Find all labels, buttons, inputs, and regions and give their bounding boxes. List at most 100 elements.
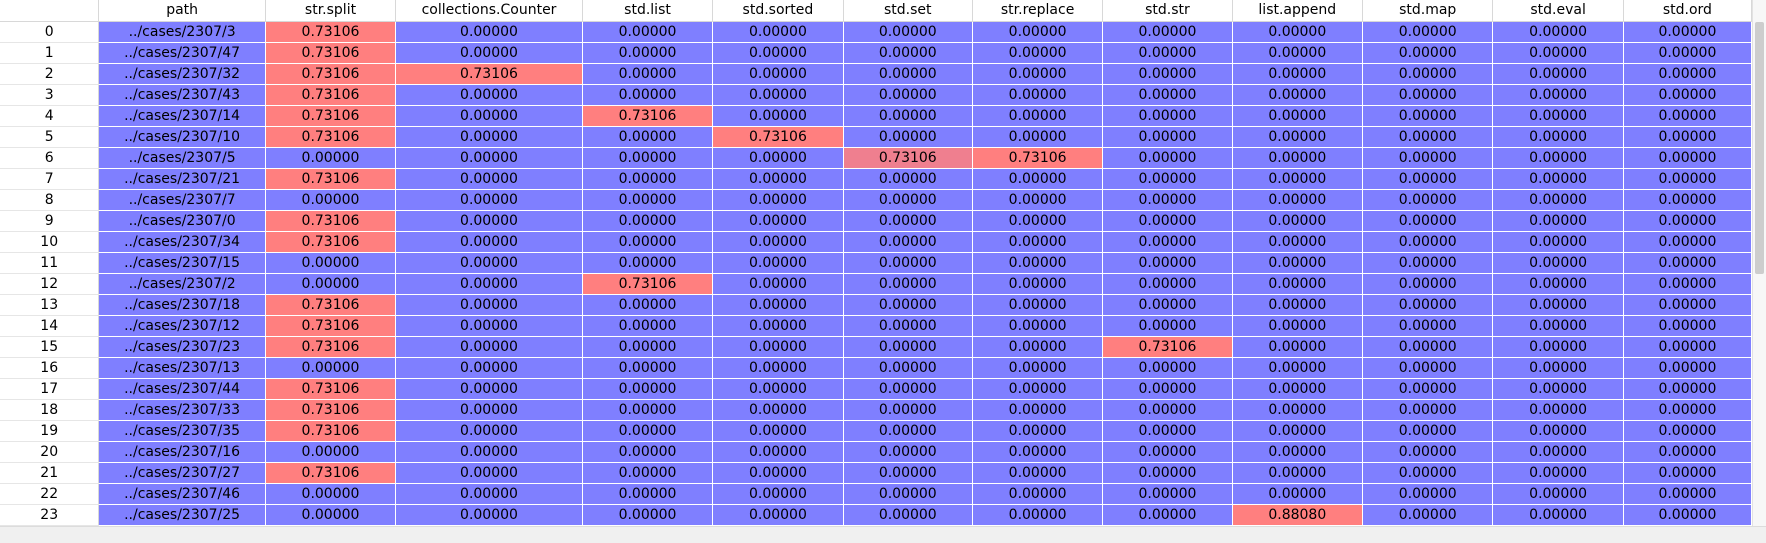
row-index[interactable]: 10 bbox=[0, 231, 100, 253]
row-index[interactable]: 4 bbox=[0, 105, 100, 127]
value-cell[interactable]: 0.73106 bbox=[265, 210, 397, 232]
value-cell[interactable]: 0.00000 bbox=[972, 273, 1104, 295]
value-cell[interactable]: 0.00000 bbox=[972, 441, 1104, 463]
table-row[interactable]: 21 ../cases/2307/27 0.73106 0.00000 0.00000 0… bbox=[0, 462, 1753, 484]
value-cell[interactable]: 0.00000 bbox=[1623, 147, 1753, 169]
value-cell[interactable]: 0.00000 bbox=[712, 210, 844, 232]
value-cell[interactable]: 0.00000 bbox=[1232, 357, 1364, 379]
path-cell[interactable]: ../cases/2307/33 bbox=[98, 399, 266, 421]
value-cell[interactable]: 0.00000 bbox=[843, 315, 973, 337]
value-cell[interactable]: 0.00000 bbox=[1362, 168, 1494, 190]
index-header[interactable] bbox=[0, 0, 100, 22]
value-cell[interactable]: 0.00000 bbox=[1362, 105, 1494, 127]
value-cell[interactable]: 0.00000 bbox=[395, 168, 583, 190]
value-cell[interactable]: 0.00000 bbox=[1232, 168, 1364, 190]
value-cell[interactable]: 0.00000 bbox=[972, 21, 1104, 43]
path-cell[interactable]: ../cases/2307/34 bbox=[98, 231, 266, 253]
value-cell[interactable]: 0.00000 bbox=[582, 210, 714, 232]
table-row[interactable]: 20 ../cases/2307/16 0.00000 0.00000 0.00000 0… bbox=[0, 441, 1753, 463]
value-cell[interactable]: 0.00000 bbox=[265, 441, 397, 463]
value-cell[interactable]: 0.00000 bbox=[1492, 441, 1624, 463]
vertical-scrollbar[interactable] bbox=[1752, 0, 1766, 526]
value-cell[interactable]: 0.00000 bbox=[843, 21, 973, 43]
value-cell[interactable]: 0.00000 bbox=[582, 147, 714, 169]
value-cell[interactable]: 0.00000 bbox=[395, 336, 583, 358]
value-cell[interactable]: 0.00000 bbox=[1232, 210, 1364, 232]
value-cell[interactable]: 0.00000 bbox=[1232, 105, 1364, 127]
row-index[interactable]: 19 bbox=[0, 420, 100, 442]
value-cell[interactable]: 0.00000 bbox=[843, 210, 973, 232]
value-cell[interactable]: 0.00000 bbox=[1623, 126, 1753, 148]
value-cell[interactable]: 0.00000 bbox=[712, 504, 844, 526]
value-cell[interactable]: 0.73106 bbox=[265, 315, 397, 337]
path-cell[interactable]: ../cases/2307/14 bbox=[98, 105, 266, 127]
value-cell[interactable]: 0.00000 bbox=[1232, 399, 1364, 421]
row-index[interactable]: 9 bbox=[0, 210, 100, 232]
row-index[interactable]: 15 bbox=[0, 336, 100, 358]
table-row[interactable]: 13 ../cases/2307/18 0.73106 0.00000 0.00000 0… bbox=[0, 294, 1753, 316]
row-index[interactable]: 22 bbox=[0, 483, 100, 505]
path-cell[interactable]: ../cases/2307/3 bbox=[98, 21, 266, 43]
path-cell[interactable]: ../cases/2307/32 bbox=[98, 63, 266, 85]
value-cell[interactable]: 0.00000 bbox=[1362, 42, 1494, 64]
path-cell[interactable]: ../cases/2307/44 bbox=[98, 378, 266, 400]
column-header[interactable]: str.replace bbox=[972, 0, 1104, 22]
column-header[interactable]: list.append bbox=[1232, 0, 1364, 22]
value-cell[interactable]: 0.00000 bbox=[843, 483, 973, 505]
horizontal-scrollbar[interactable] bbox=[0, 526, 1766, 543]
value-cell[interactable]: 0.00000 bbox=[1102, 399, 1233, 421]
value-cell[interactable]: 0.00000 bbox=[843, 294, 973, 316]
value-cell[interactable]: 0.00000 bbox=[395, 504, 583, 526]
value-cell[interactable]: 0.00000 bbox=[1492, 84, 1624, 106]
column-header[interactable]: str.split bbox=[265, 0, 397, 22]
value-cell[interactable]: 0.00000 bbox=[1492, 105, 1624, 127]
value-cell[interactable]: 0.00000 bbox=[843, 357, 973, 379]
row-index[interactable]: 7 bbox=[0, 168, 100, 190]
value-cell[interactable]: 0.00000 bbox=[1623, 189, 1753, 211]
value-cell[interactable]: 0.00000 bbox=[1362, 336, 1494, 358]
value-cell[interactable]: 0.00000 bbox=[1102, 294, 1233, 316]
value-cell[interactable]: 0.00000 bbox=[582, 63, 714, 85]
path-cell[interactable]: ../cases/2307/18 bbox=[98, 294, 266, 316]
value-cell[interactable]: 0.00000 bbox=[1362, 84, 1494, 106]
value-cell[interactable]: 0.73106 bbox=[712, 126, 844, 148]
column-header[interactable]: std.list bbox=[582, 0, 714, 22]
value-cell[interactable]: 0.00000 bbox=[972, 420, 1104, 442]
value-cell[interactable]: 0.00000 bbox=[265, 252, 397, 274]
table-row[interactable]: 1 ../cases/2307/47 0.73106 0.00000 0.00000 0.… bbox=[0, 42, 1753, 64]
value-cell[interactable]: 0.00000 bbox=[582, 483, 714, 505]
value-cell[interactable]: 0.00000 bbox=[582, 378, 714, 400]
column-header[interactable]: std.sorted bbox=[712, 0, 844, 22]
value-cell[interactable]: 0.73106 bbox=[582, 273, 714, 295]
value-cell[interactable]: 0.00000 bbox=[1623, 273, 1753, 295]
value-cell[interactable]: 0.00000 bbox=[972, 84, 1104, 106]
value-cell[interactable]: 0.00000 bbox=[1102, 168, 1233, 190]
value-cell[interactable]: 0.00000 bbox=[1492, 483, 1624, 505]
value-cell[interactable]: 0.00000 bbox=[1492, 378, 1624, 400]
value-cell[interactable]: 0.00000 bbox=[1623, 231, 1753, 253]
value-cell[interactable]: 0.00000 bbox=[1623, 462, 1753, 484]
value-cell[interactable]: 0.73106 bbox=[843, 147, 973, 169]
path-cell[interactable]: ../cases/2307/2 bbox=[98, 273, 266, 295]
value-cell[interactable]: 0.00000 bbox=[1492, 63, 1624, 85]
value-cell[interactable]: 0.00000 bbox=[972, 105, 1104, 127]
value-cell[interactable]: 0.00000 bbox=[1492, 231, 1624, 253]
value-cell[interactable]: 0.00000 bbox=[1492, 189, 1624, 211]
value-cell[interactable]: 0.00000 bbox=[843, 105, 973, 127]
value-cell[interactable]: 0.88080 bbox=[1232, 504, 1364, 526]
value-cell[interactable]: 0.00000 bbox=[1362, 420, 1494, 442]
value-cell[interactable]: 0.00000 bbox=[1362, 315, 1494, 337]
value-cell[interactable]: 0.00000 bbox=[1623, 252, 1753, 274]
value-cell[interactable]: 0.00000 bbox=[395, 210, 583, 232]
value-cell[interactable]: 0.00000 bbox=[1232, 84, 1364, 106]
value-cell[interactable]: 0.00000 bbox=[582, 399, 714, 421]
value-cell[interactable]: 0.73106 bbox=[265, 42, 397, 64]
value-cell[interactable]: 0.00000 bbox=[1362, 63, 1494, 85]
value-cell[interactable]: 0.00000 bbox=[1102, 315, 1233, 337]
value-cell[interactable]: 0.00000 bbox=[712, 189, 844, 211]
value-cell[interactable]: 0.00000 bbox=[1232, 441, 1364, 463]
path-cell[interactable]: ../cases/2307/25 bbox=[98, 504, 266, 526]
value-cell[interactable]: 0.00000 bbox=[582, 504, 714, 526]
value-cell[interactable]: 0.00000 bbox=[1232, 252, 1364, 274]
value-cell[interactable]: 0.00000 bbox=[395, 126, 583, 148]
